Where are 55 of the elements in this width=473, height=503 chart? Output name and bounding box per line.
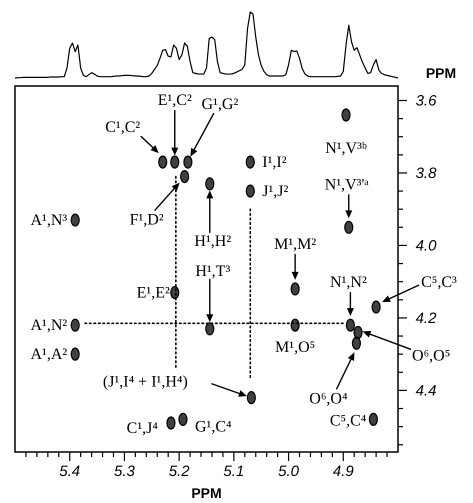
x-axis-title: PPM [191, 485, 222, 501]
annotation: H¹,H² [194, 232, 232, 250]
point [368, 412, 378, 426]
annotation: M¹,M² [274, 236, 316, 253]
y-tick-label: 4.4 [416, 382, 436, 400]
point [205, 322, 214, 336]
point [166, 416, 176, 430]
annotation: E¹,E² [136, 284, 170, 302]
annotation: M¹,O⁵ [275, 339, 316, 356]
point [158, 156, 168, 169]
point [246, 391, 256, 404]
text: O⁶,O⁵ [412, 347, 450, 364]
annotation: A¹,A² [30, 346, 68, 364]
annotation: A¹,N² [30, 317, 68, 334]
annotation: (J¹,I⁴ + I¹,H⁴) [102, 374, 188, 391]
annotation: A¹,N³ [30, 212, 68, 230]
annotation: I¹,I² [262, 154, 287, 172]
x-tick-label: 5.4 [59, 463, 80, 480]
annotation: H¹,T³ [195, 262, 230, 280]
annotation: O⁶,O⁴ [309, 390, 348, 408]
x-tick-label: 5.2 [168, 463, 190, 480]
x-axis-title: PPM [426, 65, 456, 81]
point [70, 348, 80, 361]
annotation: N¹,V³ᵇ [325, 140, 367, 157]
point [352, 336, 362, 350]
point [290, 318, 300, 332]
annotation: E¹,C² [158, 92, 192, 110]
annotation: C⁵,C⁴ [330, 412, 367, 430]
x-tick-label: 5.1 [223, 463, 244, 480]
annotation: F¹,D² [130, 212, 164, 229]
point [341, 108, 351, 122]
annotation: G¹,G² [202, 96, 238, 114]
y-tick-label: 4.0 [416, 237, 438, 254]
x-tick-label: 4.9 [332, 463, 354, 480]
point [344, 220, 354, 234]
annotation: N¹,N² [330, 274, 367, 292]
point [353, 326, 363, 340]
annotation: G¹,C⁴ [194, 418, 232, 436]
y-tick-label: 3.6 [416, 92, 438, 110]
annotation: J¹,J² [262, 183, 289, 200]
annotation: C⁵,C³ [421, 274, 458, 292]
annotation: N¹,V³'ᵃ [324, 176, 370, 194]
x-tick-label: 5.3 [114, 463, 136, 480]
point [205, 177, 214, 190]
point [70, 318, 80, 332]
point [183, 156, 192, 169]
annotation: C¹,C² [105, 119, 140, 136]
point [346, 318, 355, 332]
annotation: C¹,J⁴ [126, 420, 158, 438]
y-tick-label: 3.8 [416, 164, 438, 182]
point [246, 156, 255, 169]
point [170, 156, 180, 169]
point [178, 412, 188, 426]
x-tick-label: 5.0 [278, 463, 300, 480]
y-tick-label: 4.2 [416, 310, 438, 327]
